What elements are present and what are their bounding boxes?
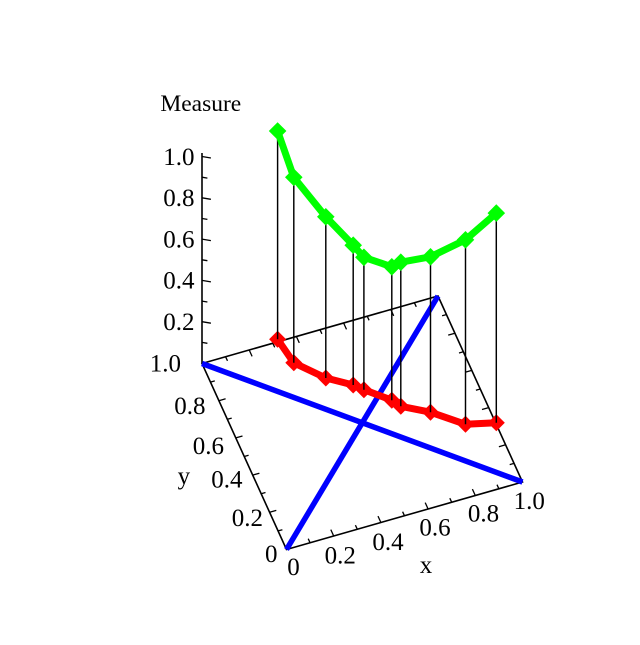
svg-text:0.6: 0.6 [193,433,224,460]
svg-text:0.8: 0.8 [174,393,205,420]
svg-text:1.0: 1.0 [150,351,181,378]
svg-text:y: y [178,463,191,490]
svg-text:0.4: 0.4 [163,268,195,295]
svg-text:0.4: 0.4 [372,529,404,556]
svg-text:0.8: 0.8 [468,500,499,527]
svg-text:0: 0 [287,554,300,581]
svg-text:0.8: 0.8 [163,185,194,212]
svg-text:0.2: 0.2 [163,309,194,336]
svg-text:x: x [420,552,433,579]
svg-text:0.2: 0.2 [325,542,356,569]
svg-text:0.6: 0.6 [419,514,450,541]
svg-text:0.4: 0.4 [211,466,243,493]
svg-text:0.2: 0.2 [232,505,263,532]
svg-text:0: 0 [265,541,278,568]
svg-text:1.0: 1.0 [514,488,545,515]
svg-text:0.6: 0.6 [163,226,194,253]
svg-text:1.0: 1.0 [163,144,194,171]
svg-text:Measure: Measure [160,91,241,117]
